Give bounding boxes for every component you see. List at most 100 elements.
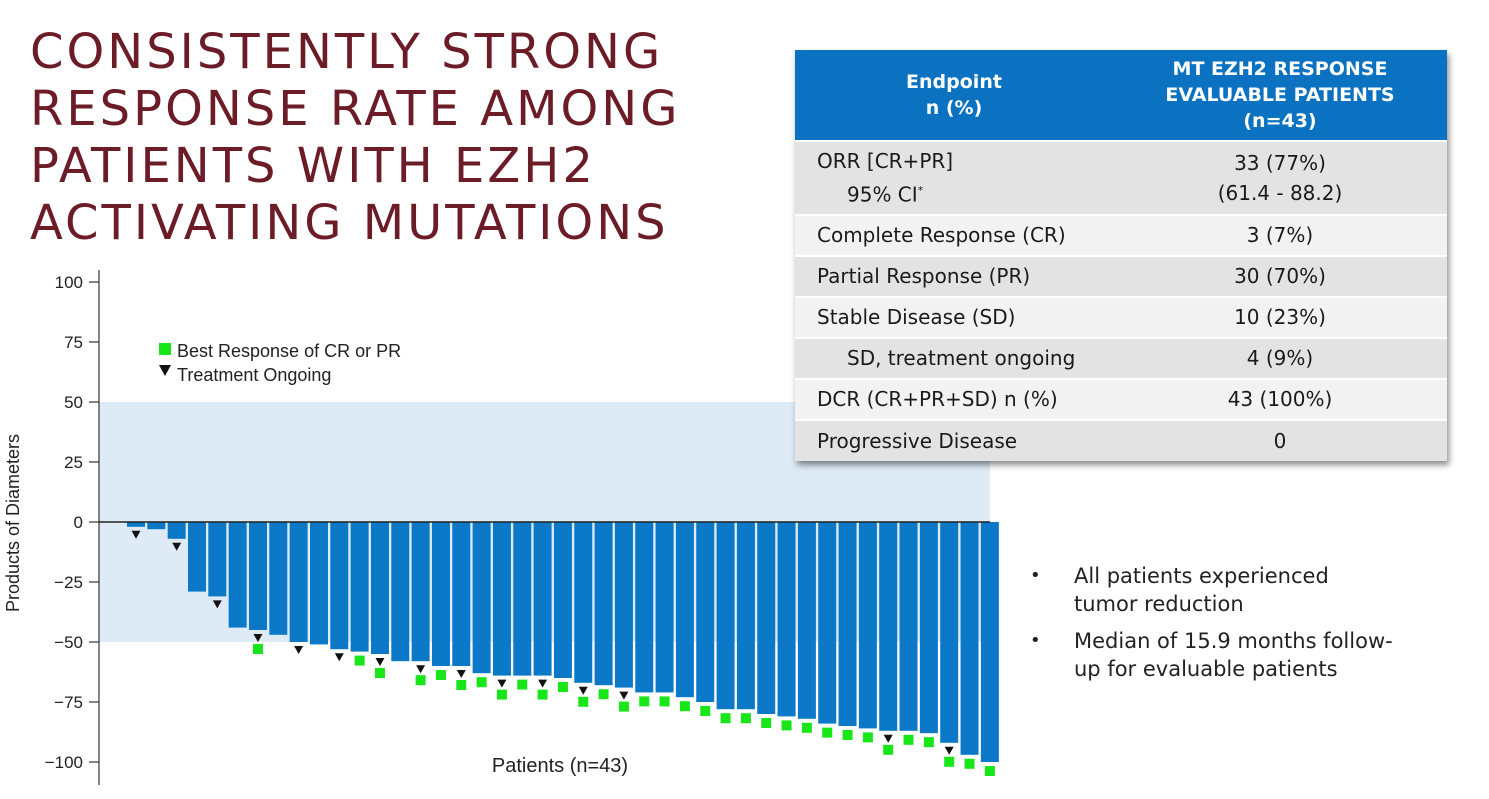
response-marker [496,689,507,700]
row-label: SD, treatment ongoing [795,336,1113,379]
legend-label-ongoing: Treatment Ongoing [177,365,331,385]
bar [127,522,145,527]
response-marker [883,744,894,755]
response-marker [720,713,731,724]
title-line: CONSISTENTLY STRONG [30,24,664,80]
bar [777,522,796,717]
table-header-row: Endpoint n (%) MT EZH2 RESPONSE EVALUABL… [795,50,1447,141]
ongoing-marker [375,658,385,666]
response-marker [801,722,812,733]
bar [391,522,410,662]
y-tick-label: 100 [55,273,83,292]
row-label: ORR [CR+PR] 95% CI* [795,140,1113,215]
bar [736,522,755,710]
ongoing-marker [131,530,141,539]
ongoing-marker [212,600,222,609]
table-row: ORR [CR+PR] 95% CI* 33 (77%) (61.4 - 88.… [795,140,1447,215]
bar [675,522,694,698]
bar [492,522,511,676]
row-value: 30 (70%) [1113,254,1447,297]
bullet-text: All patients experienced [1074,564,1329,588]
bar [147,522,166,530]
row-label: Complete Response (CR) [795,213,1113,256]
row-value: 10 (23%) [1113,295,1447,338]
bar [431,522,450,666]
x-axis-label: Patients (n=43) [492,755,628,777]
bar [208,522,227,597]
row-value: 0 [1113,418,1447,461]
header-text: (n=43) [1243,110,1317,132]
bar [655,522,674,693]
response-marker [354,655,365,666]
bar [330,522,349,650]
row-label: DCR (CR+PR+SD) n (%) [795,377,1113,420]
bar [838,522,857,726]
bar [370,522,389,654]
bar [635,522,654,693]
row-value: 33 (77%) (61.4 - 88.2) [1113,140,1447,215]
header-text: Endpoint [906,71,1002,93]
bullet-item: All patients experienced tumor reduction [1030,562,1450,618]
bar [533,522,552,676]
header-endpoint: Endpoint n (%) [795,50,1113,141]
table-row: Partial Response (PR) 30 (70%) [795,254,1447,297]
title-line: RESPONSE RATE AMONG [30,81,681,137]
bar [411,522,430,662]
title-line: ACTIVATING MUTATIONS [30,195,669,251]
bar [167,522,186,539]
summary-bullets: All patients experienced tumor reduction… [1030,562,1450,692]
response-marker [842,730,853,740]
bar [269,522,288,635]
row-value: 4 (9%) [1113,336,1447,379]
y-tick-label: 25 [64,453,83,472]
bar [472,522,491,674]
response-marker [578,696,589,707]
header-patients: MT EZH2 RESPONSE EVALUABLE PATIENTS (n=4… [1113,50,1447,141]
ongoing-marker [883,734,893,743]
response-marker [964,758,975,769]
bar [858,522,877,729]
bar [309,522,328,645]
response-marker [679,701,690,712]
bar [879,522,898,731]
row-value: 43 (100%) [1113,377,1447,420]
bar [899,522,918,731]
response-marker [639,696,650,707]
row-subvalue-text: (61.4 - 88.2) [1217,180,1343,205]
row-label: Partial Response (PR) [795,254,1113,297]
y-tick-label: −100 [45,753,83,772]
response-marker [456,680,467,690]
y-tick-label: −25 [54,573,83,592]
response-marker [700,706,711,716]
legend-square-marker [159,343,171,355]
results-table: Endpoint n (%) MT EZH2 RESPONSE EVALUABL… [795,50,1447,461]
response-marker [252,644,263,654]
bar [818,522,837,724]
response-marker [944,756,955,767]
response-marker [415,675,426,686]
row-value: 3 (7%) [1113,213,1447,256]
ongoing-marker [619,691,629,700]
bar [289,522,308,642]
response-marker [862,732,873,743]
ongoing-marker [253,634,263,642]
table-row: Progressive Disease 0 [795,418,1447,461]
response-marker [435,670,446,680]
y-tick-label: 0 [74,513,83,532]
response-marker [537,689,548,700]
title-line: PATIENTS WITH EZH2 [30,138,596,194]
response-marker [781,720,792,731]
row-sublabel-text: 95% CI [847,182,918,207]
bar [940,522,959,743]
legend-triangle-marker [159,365,171,376]
bullet-text: tumor reduction [1074,592,1244,616]
y-tick-label: −50 [54,633,83,652]
ongoing-marker [538,679,548,688]
y-tick-label: 50 [64,393,83,412]
table-row: SD, treatment ongoing 4 (9%) [795,336,1447,379]
bar [696,522,715,702]
response-marker [984,766,995,776]
table-row: Stable Disease (SD) 10 (23%) [795,295,1447,338]
bar [980,522,999,762]
bar [228,522,247,628]
